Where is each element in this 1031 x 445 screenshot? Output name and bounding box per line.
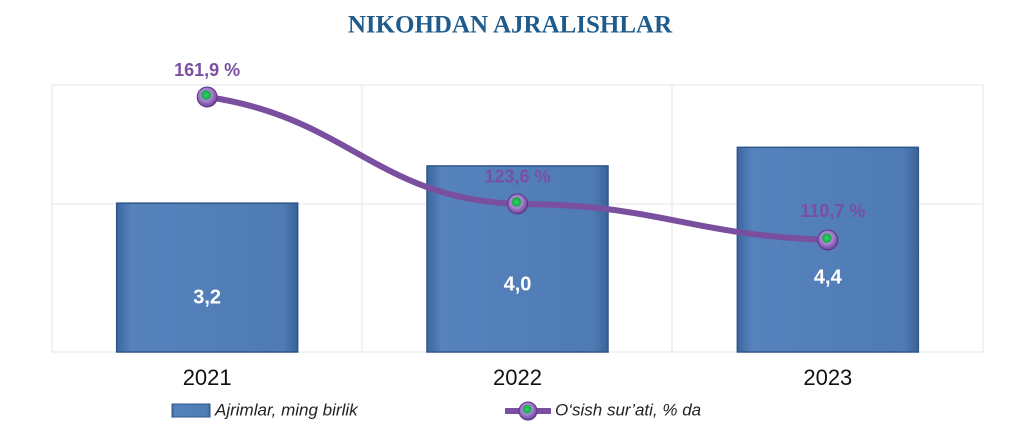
line-value-label: 123,6 %: [484, 167, 550, 187]
bar-value-label: 3,2: [193, 287, 221, 309]
x-tick-label: 2021: [183, 365, 232, 390]
bar-value-label: 4,0: [504, 273, 532, 295]
x-tick-label: 2022: [493, 365, 542, 390]
line-marker: [196, 86, 218, 108]
legend-label: O‘sish sur’ati, % da: [555, 400, 701, 419]
line-value-label: 161,9 %: [174, 60, 240, 80]
legend-label: Ajrimlar, ming birlik: [214, 400, 359, 419]
x-tick-label: 2023: [803, 365, 852, 390]
line-marker: [817, 229, 839, 251]
line-value-label: 110,7 %: [800, 201, 865, 221]
bar: [115, 202, 299, 353]
chart-title: NIKOHDAN AJRALISHLAR: [348, 12, 673, 39]
bar-value-label: 4,4: [814, 267, 843, 289]
line-marker: [507, 193, 528, 215]
legend-swatch-marker: [518, 401, 538, 421]
legend-swatch: [171, 403, 211, 418]
